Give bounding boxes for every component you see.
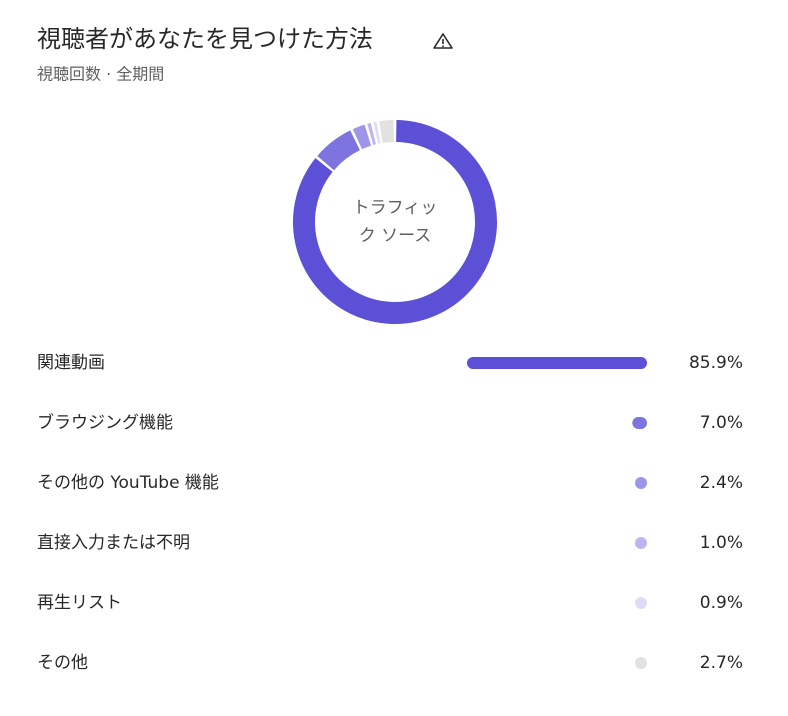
category-label: ブラウジング機能 [37, 412, 173, 433]
donut-segment [379, 120, 395, 143]
donut-segment [373, 121, 381, 144]
value-label: 85.9% [689, 353, 743, 373]
bar [635, 477, 647, 489]
center-label-box: トラフィック ソース [352, 198, 438, 246]
bar [635, 537, 647, 549]
bar [635, 657, 647, 669]
value-label: 7.0% [700, 413, 743, 433]
donut-segment [317, 130, 361, 171]
donut-segment [293, 120, 497, 324]
value-label: 0.9% [700, 593, 743, 613]
center-label: トラフィック ソース [352, 198, 438, 246]
category-label: その他の YouTube 機能 [37, 473, 219, 493]
value-label: 2.7% [700, 653, 743, 673]
category-label: 関連動画 [37, 353, 105, 373]
chart-title: 視聴者があなたを見つけた方法 [37, 25, 373, 53]
category-label: 直接入力または不明 [37, 533, 190, 553]
donut-segment [367, 122, 376, 146]
donut-segment [352, 124, 372, 150]
bar [467, 357, 647, 369]
value-label: 1.0% [700, 533, 743, 553]
warning-icon [433, 33, 453, 49]
chart-subtitle: 視聴回数 · 全期間 [37, 65, 164, 84]
value-label: 2.4% [700, 473, 743, 493]
bar [635, 597, 647, 609]
bar [632, 417, 647, 429]
category-label: その他 [37, 653, 88, 673]
category-label: 再生リスト [37, 593, 122, 613]
